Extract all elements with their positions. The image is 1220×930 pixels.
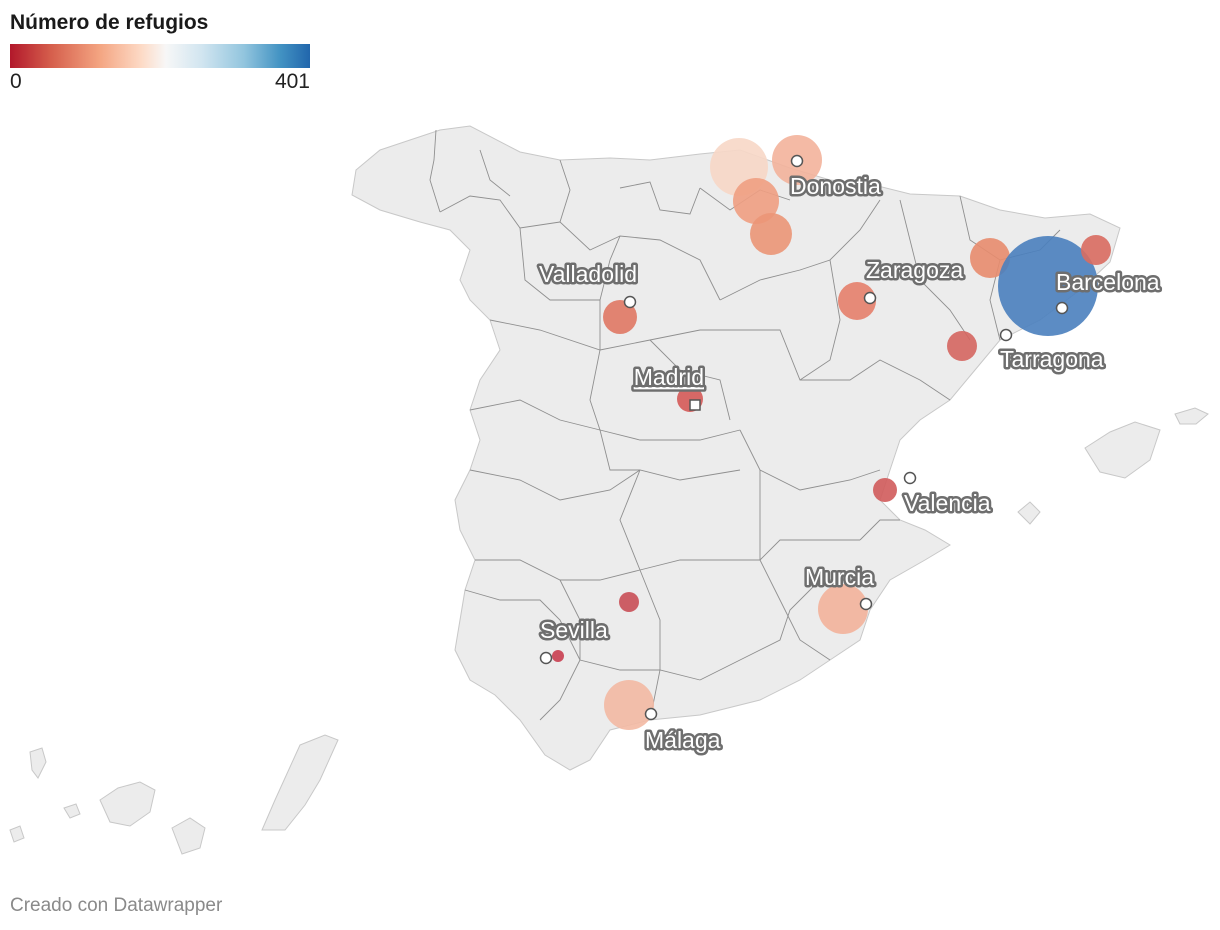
footer-credit: Creado con Datawrapper [10,895,223,916]
bubble-9[interactable] [947,331,977,361]
bubble-15[interactable] [604,680,654,730]
bubble-5[interactable] [838,282,876,320]
city-marker-tarragona[interactable] [999,328,1013,342]
city-label-valencia: Valencia [904,490,991,516]
city-marker-valladolid[interactable] [623,295,637,309]
iberian-peninsula-shape [351,125,1121,771]
bubble-11[interactable] [873,478,897,502]
canary-island-3 [171,817,206,855]
land-shapes [9,125,1209,855]
city-label-donostia: Donostia [790,173,881,199]
bubble-13[interactable] [818,584,868,634]
city-marker-sevilla[interactable] [539,651,553,665]
canary-island-6 [9,825,25,843]
canary-island-2 [99,781,156,827]
bubble-2[interactable] [733,178,779,224]
city-marker-donostia[interactable] [790,154,804,168]
ibiza-shape [1017,501,1041,525]
legend-max-label: 401 [274,70,310,93]
city-marker-malaga[interactable] [644,707,658,721]
city-layer: Donostia Zaragoza Valladolid Barcelona Tarra… [536,154,1162,756]
city-label-zaragoza: Zaragoza [866,257,963,283]
city-label-murcia: Murcia [805,564,874,590]
city-label-madrid: Madrid [634,364,704,390]
bubble-8[interactable] [1081,235,1111,265]
city-marker-zaragoza[interactable] [863,291,877,305]
city-marker-barcelona[interactable] [1055,301,1069,315]
legend-min-label: 0 [10,70,22,93]
canary-island-1 [261,734,339,831]
bubble-12[interactable] [619,592,639,612]
city-marker-valencia[interactable] [903,471,917,485]
bubble-6[interactable] [603,300,637,334]
city-marker-madrid[interactable] [689,399,701,411]
canary-island-5 [63,803,81,819]
bubbles-layer [552,135,1111,730]
mallorca-shape [1084,421,1161,479]
bubble-4[interactable] [970,238,1010,278]
city-label-barcelona: Barcelona [1056,269,1160,295]
bubble-14[interactable] [552,650,564,662]
legend-title: Número de refugios [10,11,209,34]
legend-color-scale [10,44,310,68]
canary-island-4 [29,747,47,779]
legend: Número de refugios 0 401 [10,8,310,94]
city-label-sevilla: Sevilla [540,617,608,643]
city-label-tarragona: Tarragona [1000,346,1104,372]
city-label-valladolid: Valladolid [539,261,637,287]
bubble-3[interactable] [750,213,792,255]
city-marker-murcia[interactable] [859,597,873,611]
legend-ticks: 0 401 [10,68,310,94]
menorca-shape [1174,407,1209,425]
city-label-malaga: Málaga [645,727,721,753]
bubble-7[interactable] [998,236,1098,336]
